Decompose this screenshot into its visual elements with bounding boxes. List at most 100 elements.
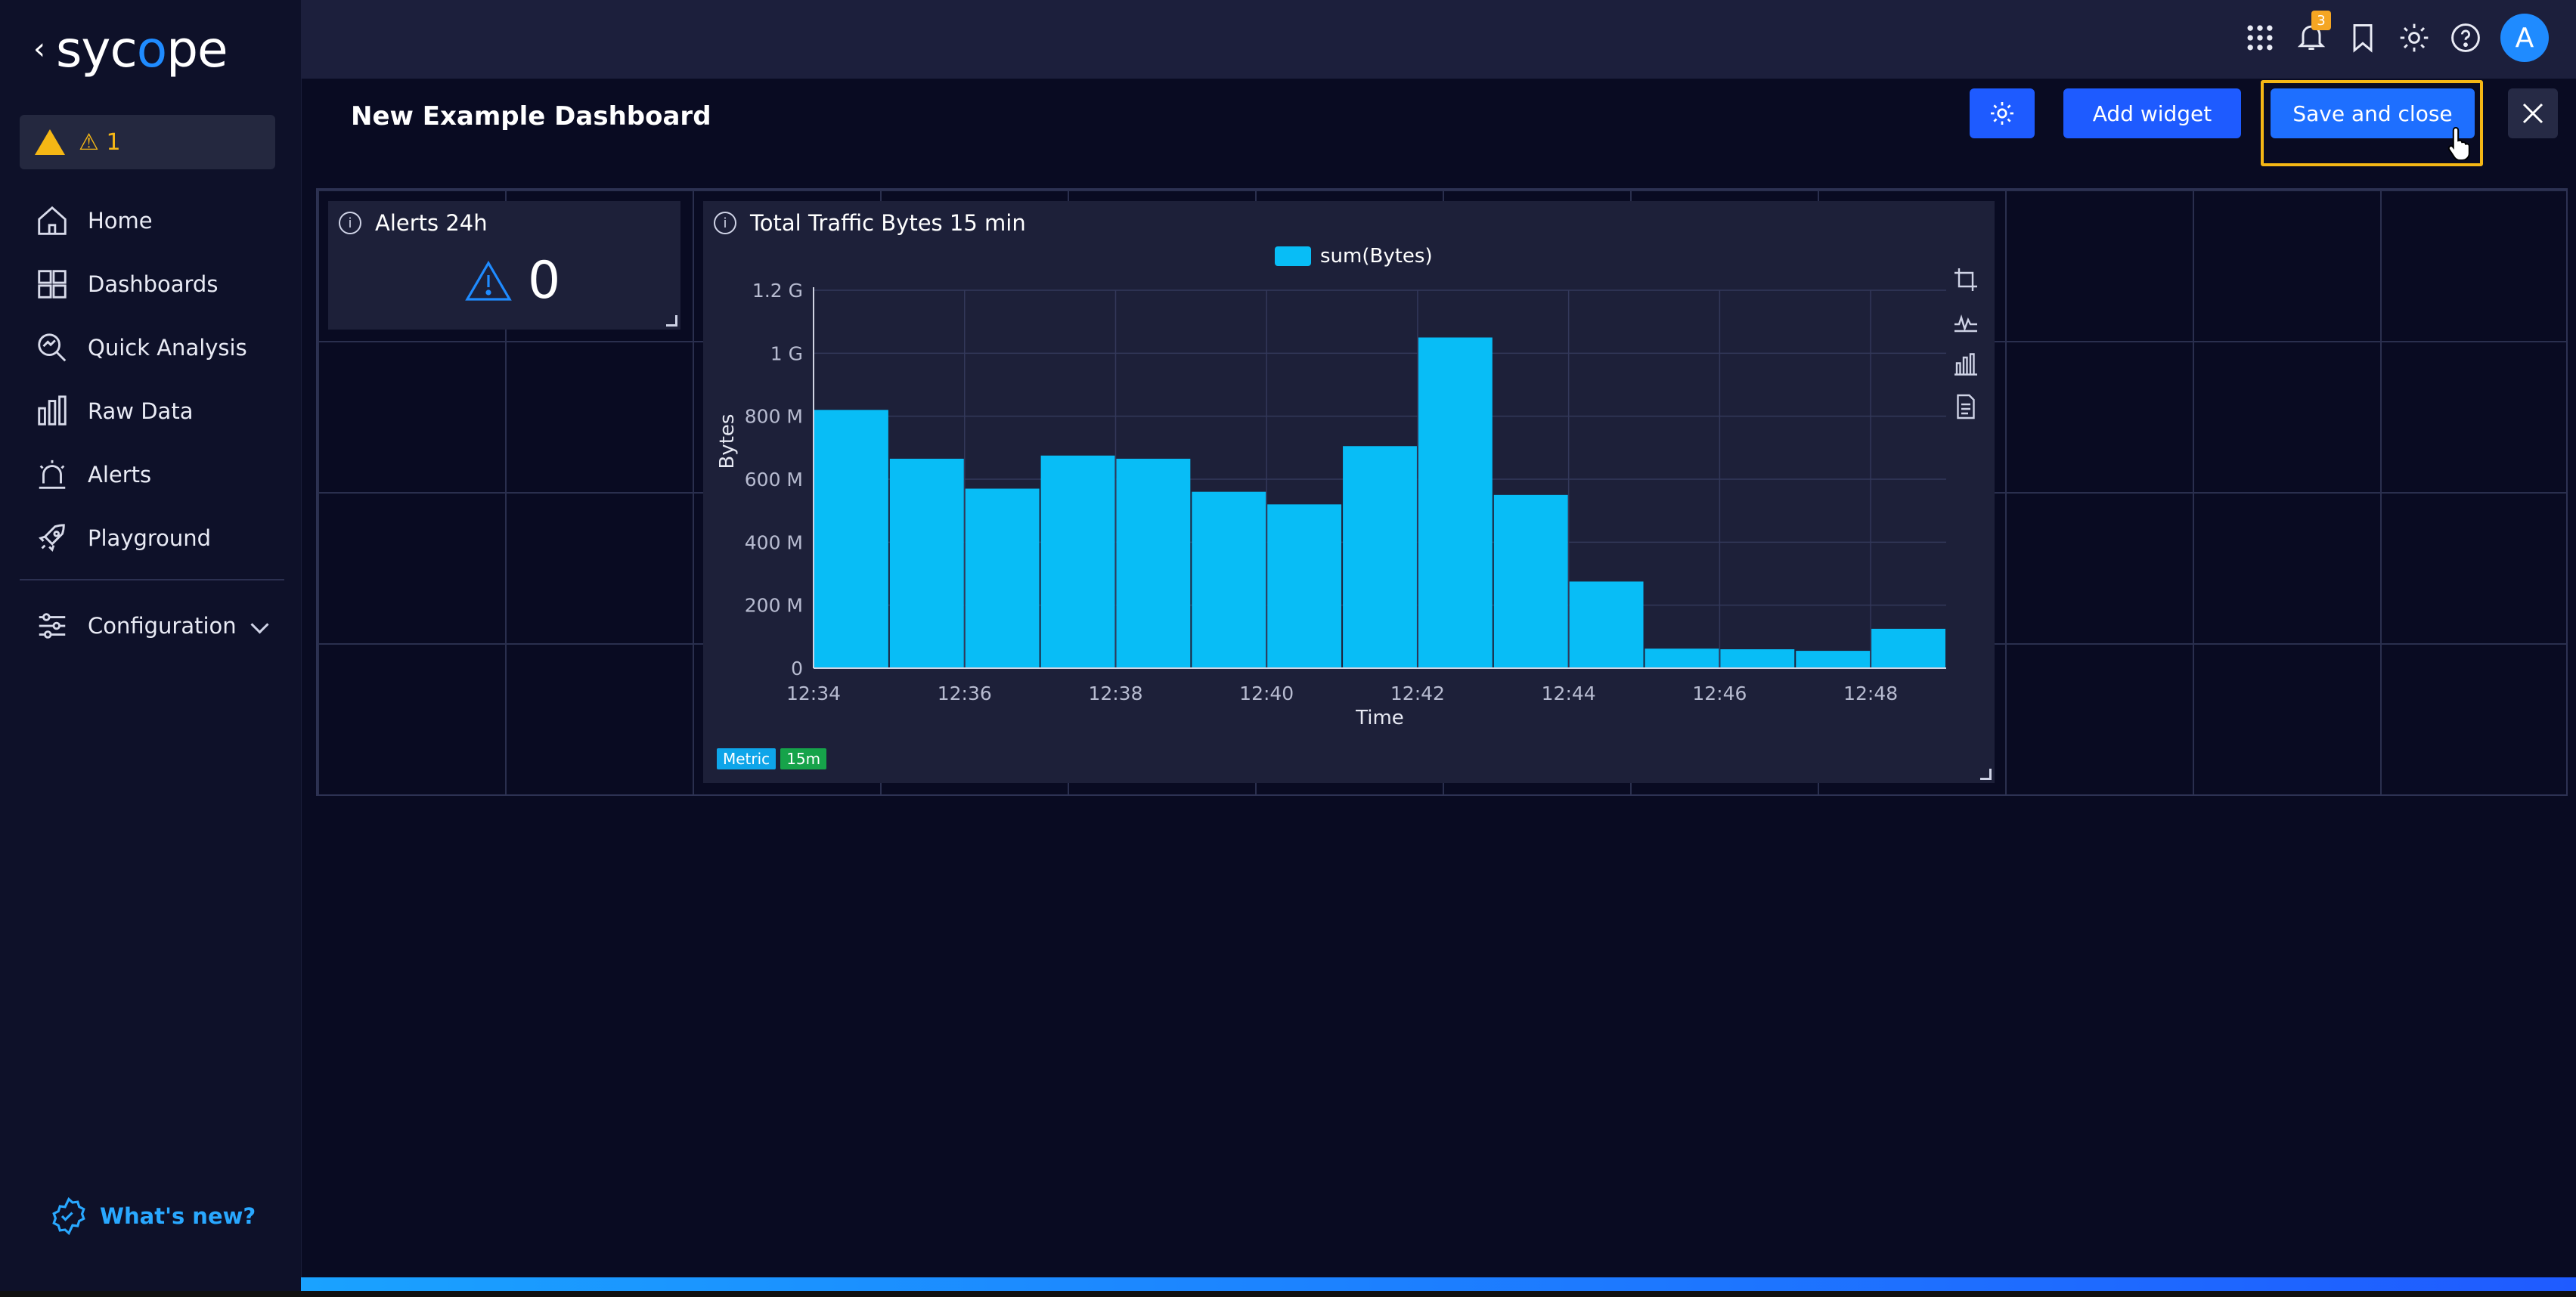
sidebar-item-playground[interactable]: Playground (0, 506, 301, 570)
y-tick-label: 200 M (745, 595, 803, 617)
chart-toolbox (1952, 266, 1979, 420)
alerts-icon (39, 460, 66, 489)
bar-chart: 0 200 M 400 M 600 M 800 M 1 G 1.2 G 12:34 12:36 1… (716, 280, 1946, 729)
sliders-icon (39, 613, 66, 639)
line-chart-icon[interactable] (1952, 308, 1979, 336)
widget-header: i Total Traffic Bytes 15 min (714, 210, 1026, 236)
bar (1267, 504, 1342, 668)
close-icon (2522, 103, 2543, 124)
x-axis-label: Time (1355, 707, 1404, 729)
x-tick-label: 12:46 (1692, 683, 1747, 704)
sidebar-item-label: Dashboards (88, 271, 219, 297)
resize-handle-icon[interactable] (1980, 769, 1992, 780)
back-chevron-icon[interactable]: ‹ (33, 32, 45, 67)
tag-interval: 15m (780, 748, 827, 769)
tag-metric: Metric (717, 748, 777, 769)
rocket-icon (39, 524, 65, 552)
bar (1569, 581, 1644, 668)
bookmark-icon[interactable] (2346, 21, 2379, 54)
quick-analysis-icon (38, 333, 67, 362)
sidebar-item-label: Home (88, 208, 153, 234)
gear-icon (1991, 102, 2013, 125)
legend-swatch (1275, 246, 1311, 266)
apps-grid-icon[interactable] (2243, 21, 2277, 54)
y-axis-label: Bytes (716, 414, 739, 469)
bottom-edge (0, 1291, 2576, 1297)
top-bar: 3 A (301, 0, 2576, 79)
logo-text: sycope (56, 20, 228, 79)
data-view-icon[interactable] (1952, 393, 1979, 420)
x-tick-label: 12:38 (1088, 683, 1142, 704)
bar-chart-icon[interactable] (1952, 351, 1979, 378)
zoom-select-icon[interactable] (1952, 266, 1979, 293)
bar (1040, 455, 1115, 668)
sidebar: ‹ sycope ⚠ 1 Home Dashboards Quick Analy… (0, 0, 302, 1297)
whats-new-label: What's new? (100, 1203, 256, 1229)
bar (1796, 651, 1871, 668)
sidebar-item-quick-analysis[interactable]: Quick Analysis (0, 316, 301, 379)
x-tick-label: 12:44 (1542, 683, 1596, 704)
gear-icon[interactable] (2398, 21, 2431, 54)
page-title: New Example Dashboard (351, 101, 711, 132)
sidebar-divider (20, 579, 284, 580)
resize-handle-icon[interactable] (666, 315, 677, 327)
x-tick-label: 12:48 (1843, 683, 1898, 704)
info-icon[interactable]: i (339, 212, 361, 234)
bar (1343, 446, 1417, 668)
widget-title: Total Traffic Bytes 15 min (750, 210, 1026, 236)
alerts-widget[interactable]: i Alerts 24h 0 (328, 201, 680, 330)
warning-icon (35, 129, 65, 155)
save-and-close-button[interactable]: Save and close (2271, 88, 2475, 138)
legend-label: sum(Bytes) (1320, 245, 1433, 268)
configuration-row[interactable]: Configuration (0, 594, 301, 658)
sidebar-item-label: Alerts (88, 462, 152, 488)
avatar[interactable]: A (2500, 14, 2549, 62)
y-tick-label: 0 (791, 658, 803, 679)
bar (1192, 491, 1266, 668)
sidebar-item-label: Configuration (88, 613, 237, 639)
raw-data-icon (38, 395, 67, 426)
y-tick-label: 1.2 G (752, 280, 803, 302)
bar (1720, 649, 1795, 668)
bar (1871, 628, 1945, 668)
help-icon[interactable] (2449, 21, 2482, 54)
save-button-highlight (2261, 80, 2483, 166)
y-tick-label: 400 M (745, 531, 803, 553)
alert-count: ⚠ 1 (79, 128, 121, 156)
bar (814, 410, 888, 668)
info-icon[interactable]: i (714, 212, 736, 234)
top-icons: 3 A (2243, 11, 2549, 62)
sidebar-item-home[interactable]: Home (0, 189, 301, 252)
logo[interactable]: ‹ sycope (33, 20, 228, 79)
widget-header: i Alerts 24h (339, 210, 488, 236)
sidebar-nav: Home Dashboards Quick Analysis Raw Data … (0, 189, 301, 570)
sidebar-item-alerts[interactable]: Alerts (0, 443, 301, 506)
notifications[interactable]: 3 (2295, 11, 2331, 56)
chart-legend[interactable]: sum(Bytes) (1275, 245, 1433, 268)
bar (1644, 648, 1719, 668)
add-widget-button[interactable]: Add widget (2063, 88, 2241, 138)
close-button[interactable] (2508, 88, 2558, 138)
y-tick-label: 1 G (770, 342, 803, 364)
alert-summary[interactable]: ⚠ 1 (20, 115, 275, 169)
sidebar-item-label: Raw Data (88, 398, 194, 424)
pointer-cursor-icon (2447, 126, 2470, 160)
sidebar-item-raw-data[interactable]: Raw Data (0, 379, 301, 443)
widget-tags: Metric 15m (717, 748, 827, 769)
loading-progress-bar (301, 1277, 2576, 1291)
traffic-chart-widget[interactable]: i Total Traffic Bytes 15 min sum(Bytes) … (703, 201, 1995, 783)
home-icon (38, 206, 67, 235)
new-badge-icon (52, 1196, 85, 1236)
x-tick-label: 12:34 (786, 683, 841, 704)
warning-triangle-icon (465, 260, 512, 301)
sidebar-item-configuration[interactable]: Configuration (0, 594, 301, 658)
x-tick-label: 12:36 (938, 683, 992, 704)
sidebar-item-dashboards[interactable]: Dashboards (0, 252, 301, 316)
x-tick-label: 12:40 (1239, 683, 1294, 704)
dashboard-settings-button[interactable] (1970, 88, 2035, 138)
alerts-count: 0 (528, 251, 561, 311)
whats-new-link[interactable]: What's new? (48, 1196, 256, 1237)
bar (1418, 337, 1493, 668)
sidebar-item-label: Quick Analysis (88, 335, 247, 361)
alerts-value: 0 (464, 251, 560, 311)
